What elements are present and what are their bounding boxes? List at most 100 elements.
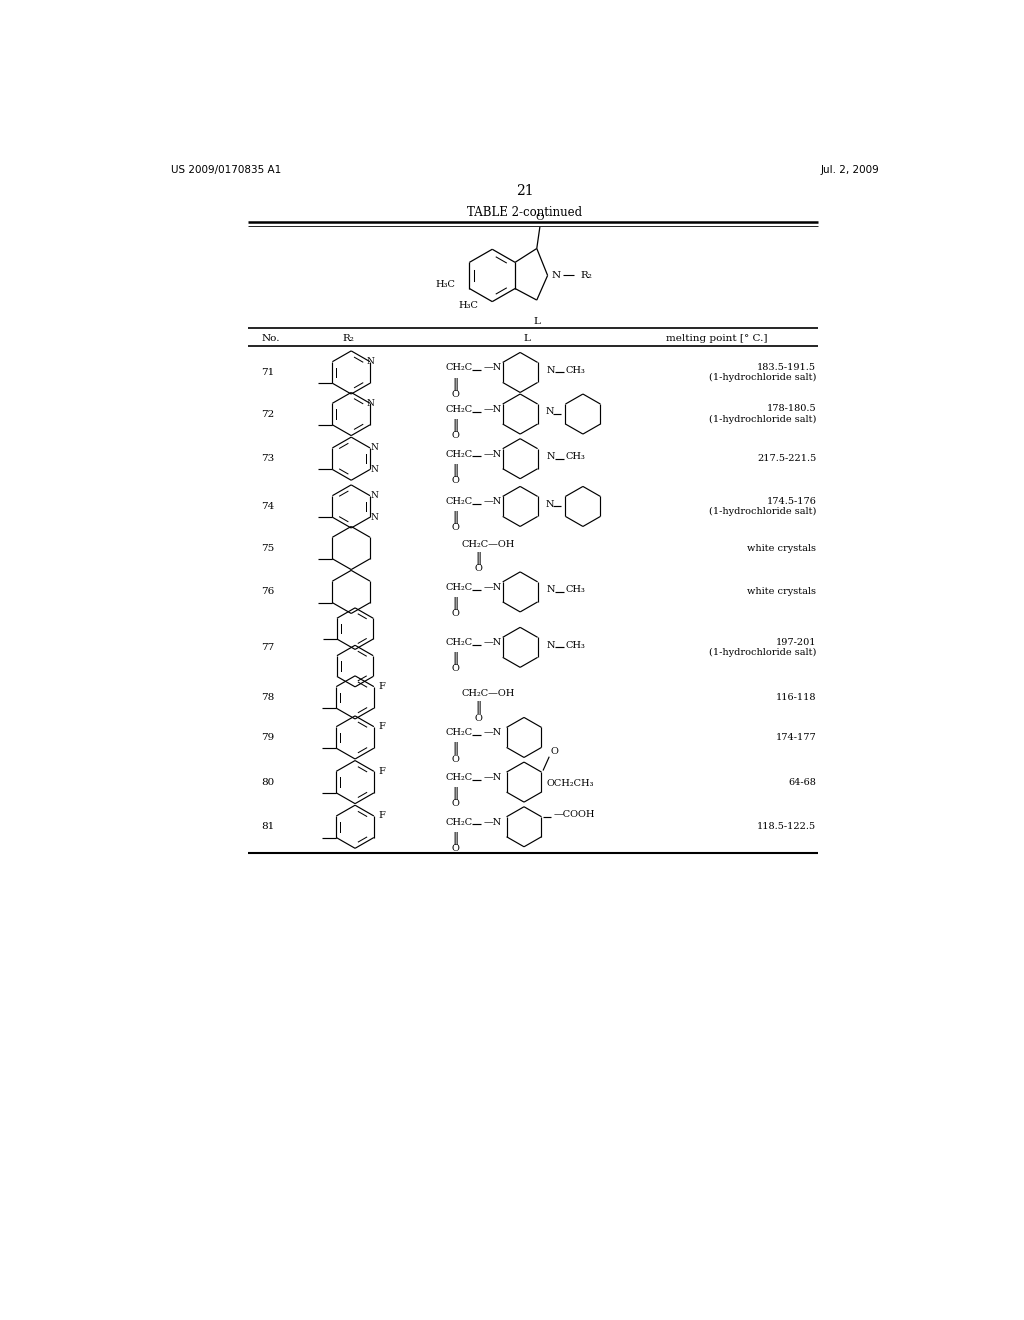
Text: CH₂C: CH₂C bbox=[445, 729, 473, 738]
Text: O: O bbox=[452, 664, 459, 673]
Text: CH₃: CH₃ bbox=[566, 640, 586, 649]
Text: 21: 21 bbox=[516, 183, 534, 198]
Text: O: O bbox=[452, 475, 459, 484]
Text: CH₂C—OH: CH₂C—OH bbox=[462, 540, 515, 549]
Text: O: O bbox=[536, 213, 544, 222]
Text: 174-177: 174-177 bbox=[775, 733, 816, 742]
Text: 72: 72 bbox=[261, 409, 274, 418]
Text: CH₂C: CH₂C bbox=[445, 498, 473, 507]
Text: OCH₂CH₃: OCH₂CH₃ bbox=[546, 779, 594, 788]
Text: 71: 71 bbox=[261, 368, 274, 378]
Text: CH₃: CH₃ bbox=[566, 366, 586, 375]
Text: CH₂C: CH₂C bbox=[445, 774, 473, 781]
Text: N: N bbox=[546, 408, 554, 416]
Text: 118.5-122.5: 118.5-122.5 bbox=[757, 822, 816, 832]
Text: 64-68: 64-68 bbox=[788, 777, 816, 787]
Text: O: O bbox=[452, 799, 459, 808]
Text: ‖: ‖ bbox=[452, 511, 458, 524]
Text: N: N bbox=[371, 465, 379, 474]
Text: 197-201
(1-hydrochloride salt): 197-201 (1-hydrochloride salt) bbox=[709, 638, 816, 657]
Text: 80: 80 bbox=[261, 777, 274, 787]
Text: F: F bbox=[379, 722, 385, 731]
Text: 79: 79 bbox=[261, 733, 274, 742]
Text: —N: —N bbox=[483, 363, 502, 372]
Text: H₃C: H₃C bbox=[435, 280, 456, 289]
Text: 76: 76 bbox=[261, 587, 274, 597]
Text: —N: —N bbox=[483, 817, 502, 826]
Text: —N: —N bbox=[483, 498, 502, 507]
Text: R₂: R₂ bbox=[581, 271, 592, 280]
Text: O: O bbox=[452, 524, 459, 532]
Text: ‖: ‖ bbox=[452, 787, 458, 800]
Text: ‖: ‖ bbox=[452, 597, 458, 610]
Text: O: O bbox=[452, 843, 459, 853]
Text: F: F bbox=[379, 767, 385, 776]
Text: Jul. 2, 2009: Jul. 2, 2009 bbox=[821, 165, 880, 176]
Text: ‖: ‖ bbox=[452, 832, 458, 845]
Text: 81: 81 bbox=[261, 822, 274, 832]
Text: L: L bbox=[534, 317, 541, 326]
Text: F: F bbox=[379, 812, 385, 821]
Text: 74: 74 bbox=[261, 502, 274, 511]
Text: O: O bbox=[452, 755, 459, 763]
Text: melting point [° C.]: melting point [° C.] bbox=[667, 334, 768, 343]
Text: 116-118: 116-118 bbox=[776, 693, 816, 702]
Text: N: N bbox=[547, 366, 555, 375]
Text: —N: —N bbox=[483, 583, 502, 591]
Text: 217.5-221.5: 217.5-221.5 bbox=[757, 454, 816, 463]
Text: —N: —N bbox=[483, 405, 502, 414]
Text: O: O bbox=[474, 714, 482, 722]
Text: O: O bbox=[452, 432, 459, 440]
Text: ‖: ‖ bbox=[452, 378, 458, 391]
Text: N: N bbox=[366, 399, 374, 408]
Text: white crystals: white crystals bbox=[748, 587, 816, 597]
Text: ‖: ‖ bbox=[452, 652, 458, 665]
Text: TABLE 2-continued: TABLE 2-continued bbox=[467, 206, 583, 219]
Text: CH₃: CH₃ bbox=[566, 451, 586, 461]
Text: —N: —N bbox=[483, 774, 502, 781]
Text: H₃C: H₃C bbox=[459, 301, 478, 310]
Text: CH₂C: CH₂C bbox=[445, 639, 473, 647]
Text: CH₂C: CH₂C bbox=[445, 817, 473, 826]
Text: ‖: ‖ bbox=[475, 552, 481, 565]
Text: O: O bbox=[452, 609, 459, 618]
Text: O: O bbox=[452, 389, 459, 399]
Text: 75: 75 bbox=[261, 544, 274, 553]
Text: 178-180.5
(1-hydrochloride salt): 178-180.5 (1-hydrochloride salt) bbox=[709, 404, 816, 424]
Text: O: O bbox=[551, 747, 559, 756]
Text: white crystals: white crystals bbox=[748, 544, 816, 553]
Text: 78: 78 bbox=[261, 693, 274, 702]
Text: 183.5-191.5
(1-hydrochloride salt): 183.5-191.5 (1-hydrochloride salt) bbox=[709, 363, 816, 383]
Text: No.: No. bbox=[261, 334, 280, 343]
Text: N: N bbox=[371, 444, 379, 453]
Text: CH₂C: CH₂C bbox=[445, 583, 473, 591]
Text: ‖: ‖ bbox=[452, 463, 458, 477]
Text: —COOH: —COOH bbox=[554, 810, 595, 818]
Text: N: N bbox=[552, 271, 560, 280]
Text: ‖: ‖ bbox=[452, 418, 458, 432]
Text: —N: —N bbox=[483, 639, 502, 647]
Text: N: N bbox=[371, 512, 379, 521]
Text: L: L bbox=[523, 334, 530, 343]
Text: ‖: ‖ bbox=[475, 701, 481, 714]
Text: 73: 73 bbox=[261, 454, 274, 463]
Text: 174.5-176
(1-hydrochloride salt): 174.5-176 (1-hydrochloride salt) bbox=[709, 496, 816, 516]
Text: CH₃: CH₃ bbox=[566, 585, 586, 594]
Text: N: N bbox=[366, 358, 374, 366]
Text: N: N bbox=[371, 491, 379, 500]
Text: R₂: R₂ bbox=[343, 334, 354, 343]
Text: O: O bbox=[474, 565, 482, 573]
Text: ‖: ‖ bbox=[452, 742, 458, 755]
Text: US 2009/0170835 A1: US 2009/0170835 A1 bbox=[171, 165, 281, 176]
Text: N: N bbox=[547, 640, 555, 649]
Text: CH₂C: CH₂C bbox=[445, 450, 473, 458]
Text: F: F bbox=[379, 682, 385, 692]
Text: N: N bbox=[547, 451, 555, 461]
Text: N: N bbox=[547, 585, 555, 594]
Text: CH₂C: CH₂C bbox=[445, 405, 473, 414]
Text: —N: —N bbox=[483, 450, 502, 458]
Text: 77: 77 bbox=[261, 643, 274, 652]
Text: CH₂C—OH: CH₂C—OH bbox=[462, 689, 515, 698]
Text: N: N bbox=[546, 500, 554, 508]
Text: —N: —N bbox=[483, 729, 502, 738]
